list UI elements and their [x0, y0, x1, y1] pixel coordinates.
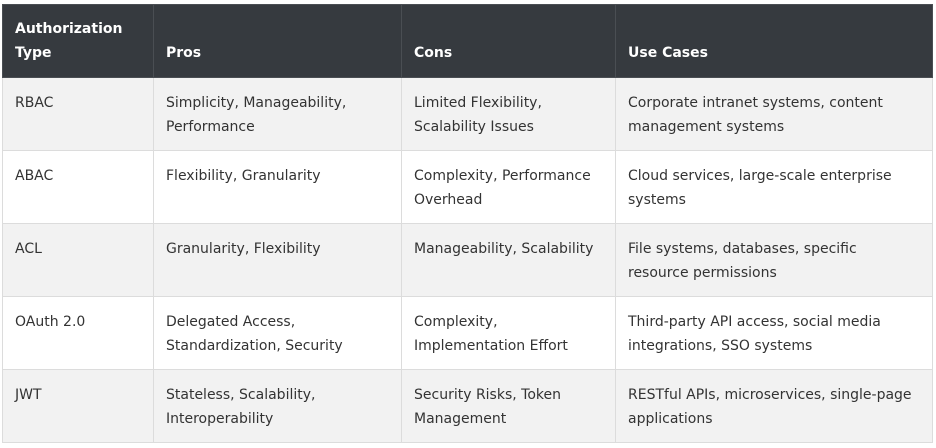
table-cell: RBAC [2, 77, 154, 151]
header-cell: Pros [153, 4, 402, 78]
table-cell: Third-party API access, social media int… [615, 296, 933, 370]
table-header: Authorization Type Pros Cons Use Cases [2, 4, 933, 78]
table-cell: Cloud services, large-scale enterprise s… [615, 150, 933, 224]
table-cell: Complexity, Implementation Effort [401, 296, 616, 370]
table-cell: Stateless, Scalability, Interoperability [153, 369, 402, 443]
table-cell: File systems, databases, specific resour… [615, 223, 933, 297]
table-cell: JWT [2, 369, 154, 443]
table-cell: Delegated Access, Standardization, Secur… [153, 296, 402, 370]
comparison-table: Authorization Type Pros Cons Use Cases RBAC… [2, 4, 933, 443]
table-cell: RESTful APIs, microservices, single-page… [615, 369, 933, 443]
table-cell: ABAC [2, 150, 154, 224]
table-row: RBAC Simplicity, Manageability, Performan… [2, 77, 933, 151]
header-row: Authorization Type Pros Cons Use Cases [2, 4, 933, 78]
header-cell: Authorization Type [2, 4, 154, 78]
table-row: ABAC Flexibility, Granularity Complexity, … [2, 150, 933, 224]
table-cell: Corporate intranet systems, content mana… [615, 77, 933, 151]
table-cell: Flexibility, Granularity [153, 150, 402, 224]
table-cell: Granularity, Flexibility [153, 223, 402, 297]
table-cell: Security Risks, Token Management [401, 369, 616, 443]
header-cell: Use Cases [615, 4, 933, 78]
table-body: RBAC Simplicity, Manageability, Performan… [2, 77, 933, 443]
header-cell: Cons [401, 4, 616, 78]
table-cell: Limited Flexibility, Scalability Issues [401, 77, 616, 151]
table-row: JWT Stateless, Scalability, Interoperabil… [2, 369, 933, 443]
table-row: OAuth 2.0 Delegated Access, Standardizati… [2, 296, 933, 370]
table-cell: Manageability, Scalability [401, 223, 616, 297]
table-cell: Simplicity, Manageability, Performance [153, 77, 402, 151]
table-row: ACL Granularity, Flexibility Manageability… [2, 223, 933, 297]
table-cell: OAuth 2.0 [2, 296, 154, 370]
table-cell: ACL [2, 223, 154, 297]
table-cell: Complexity, Performance Overhead [401, 150, 616, 224]
